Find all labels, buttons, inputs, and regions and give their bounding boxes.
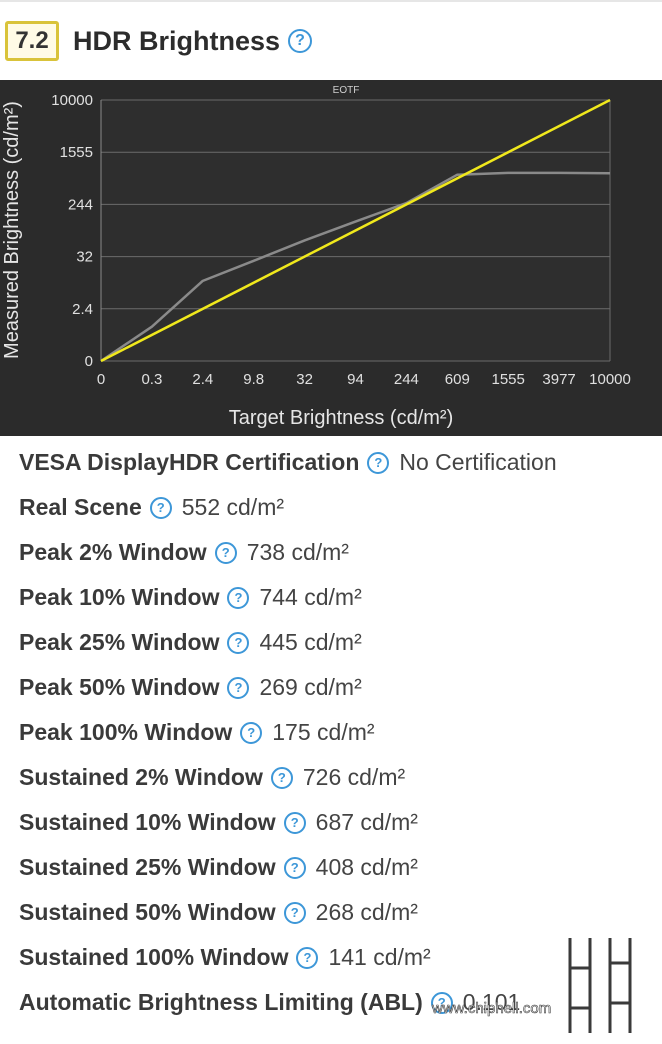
measurement-value: 269 cd/m²	[259, 674, 362, 700]
measurement-value: 726 cd/m²	[302, 764, 406, 790]
measurement-value: 552 cd/m²	[181, 494, 285, 520]
x-tick-label: 2.4	[192, 371, 213, 388]
y-tick-label: 244	[68, 196, 93, 213]
measurement-row: Peak 100% Window? 175 cd/m²	[19, 710, 659, 755]
y-tick-label: 2.4	[72, 301, 93, 318]
help-icon[interactable]: ?	[227, 586, 250, 609]
help-icon[interactable]: ?	[214, 541, 237, 564]
measurement-value: 445 cd/m²	[259, 629, 362, 655]
section-header: 7.2 HDR Brightness ?	[5, 18, 313, 64]
series-line	[100, 98, 611, 363]
x-tick-label: 3977	[542, 371, 575, 388]
section-number-badge: 7.2	[5, 21, 59, 61]
y-tick-label: 32	[76, 249, 93, 266]
help-icon[interactable]: ?	[288, 29, 313, 53]
y-tick-label: 1555	[60, 144, 93, 161]
chart-title: EOTF	[333, 85, 360, 96]
x-tick-label: 609	[445, 371, 470, 388]
series-line	[100, 171, 611, 363]
measurement-value: 0.101	[462, 989, 521, 1015]
measurement-label: Sustained 10% Window	[19, 809, 276, 835]
help-icon[interactable]: ?	[430, 991, 453, 1014]
measurement-label: Peak 10% Window	[19, 584, 220, 610]
measurement-label: Sustained 2% Window	[19, 764, 263, 790]
help-icon[interactable]: ?	[283, 811, 306, 834]
measurement-row: Automatic Brightness Limiting (ABL)? 0.10…	[19, 980, 659, 1025]
x-tick-label: 9.8	[243, 371, 264, 388]
measurement-row: Sustained 25% Window? 408 cd/m²	[19, 845, 659, 890]
measurement-row: Peak 2% Window? 738 cd/m²	[19, 530, 659, 575]
measurement-value: 268 cd/m²	[315, 899, 418, 925]
help-icon[interactable]: ?	[227, 631, 250, 654]
help-icon[interactable]: ?	[240, 721, 263, 744]
measurement-value: 738 cd/m²	[246, 539, 349, 565]
measurement-label: Peak 50% Window	[19, 674, 220, 700]
measurement-row: VESA DisplayHDR Certification? No Certifi…	[19, 440, 659, 485]
y-tick-label: 0	[85, 353, 93, 370]
measurement-label: VESA DisplayHDR Certification	[19, 449, 360, 475]
page-title: HDR Brightness	[73, 25, 281, 56]
measurement-label: Sustained 25% Window	[19, 854, 276, 880]
measurement-list: VESA DisplayHDR Certification? No Certifi…	[19, 440, 659, 1025]
measurement-label: Real Scene	[19, 494, 142, 520]
measurement-label: Sustained 50% Window	[19, 899, 276, 925]
eotf-chart-svg: 0 2.4 32 244 1555 10000 0 0.3 2.4 9.8 32 94 244 609 1…	[1, 85, 631, 429]
measurement-row: Peak 50% Window? 269 cd/m²	[19, 665, 659, 710]
measurement-row: Peak 10% Window? 744 cd/m²	[19, 575, 659, 620]
x-tick-label: 32	[296, 371, 313, 388]
measurement-row: Sustained 100% Window? 141 cd/m²	[19, 935, 659, 980]
measurement-value: 687 cd/m²	[315, 809, 418, 835]
help-icon[interactable]: ?	[283, 856, 306, 879]
measurement-row: Peak 25% Window? 445 cd/m²	[19, 620, 659, 665]
measurement-row: Real Scene? 552 cd/m²	[19, 485, 659, 530]
measurement-value: 175 cd/m²	[272, 719, 375, 745]
measurement-row: Sustained 2% Window? 726 cd/m²	[19, 755, 659, 800]
measurement-value: 408 cd/m²	[315, 854, 418, 880]
help-icon[interactable]: ?	[296, 946, 319, 969]
help-icon[interactable]: ?	[227, 676, 250, 699]
measurement-value: 141 cd/m²	[328, 944, 431, 970]
watermark-url: www.chiphell.com	[431, 1000, 551, 1017]
top-divider	[0, 0, 662, 2]
measurement-label: Peak 25% Window	[19, 629, 220, 655]
eotf-chart: 0 2.4 32 244 1555 10000 0 0.3 2.4 9.8 32 94 244 609 1…	[0, 80, 662, 436]
x-tick-label: 94	[347, 371, 364, 388]
x-tick-label: 0.3	[141, 371, 162, 388]
chiphell-watermark: www.chiphell.com	[431, 938, 635, 1033]
help-icon[interactable]: ?	[270, 766, 293, 789]
y-axis-label: Measured Brightness (cd/m²)	[1, 101, 23, 359]
help-icon[interactable]: ?	[149, 496, 172, 519]
measurement-label: Sustained 100% Window	[19, 944, 289, 970]
x-tick-label: 10000	[589, 371, 631, 388]
measurement-row: Sustained 10% Window? 687 cd/m²	[19, 800, 659, 845]
measurement-value: 744 cd/m²	[259, 584, 362, 610]
y-tick-label: 10000	[51, 92, 93, 109]
measurement-label: Peak 100% Window	[19, 719, 233, 745]
help-icon[interactable]: ?	[367, 451, 390, 474]
help-icon[interactable]: ?	[283, 901, 306, 924]
measurement-label: Peak 2% Window	[19, 539, 207, 565]
x-tick-label: 1555	[492, 371, 525, 388]
measurement-row: Sustained 50% Window? 268 cd/m²	[19, 890, 659, 935]
measurement-value: No Certification	[399, 449, 557, 475]
x-axis-label: Target Brightness (cd/m²)	[229, 407, 454, 429]
x-tick-label: 244	[394, 371, 419, 388]
measurement-label: Automatic Brightness Limiting (ABL)	[19, 989, 423, 1015]
x-tick-label: 0	[97, 371, 105, 388]
